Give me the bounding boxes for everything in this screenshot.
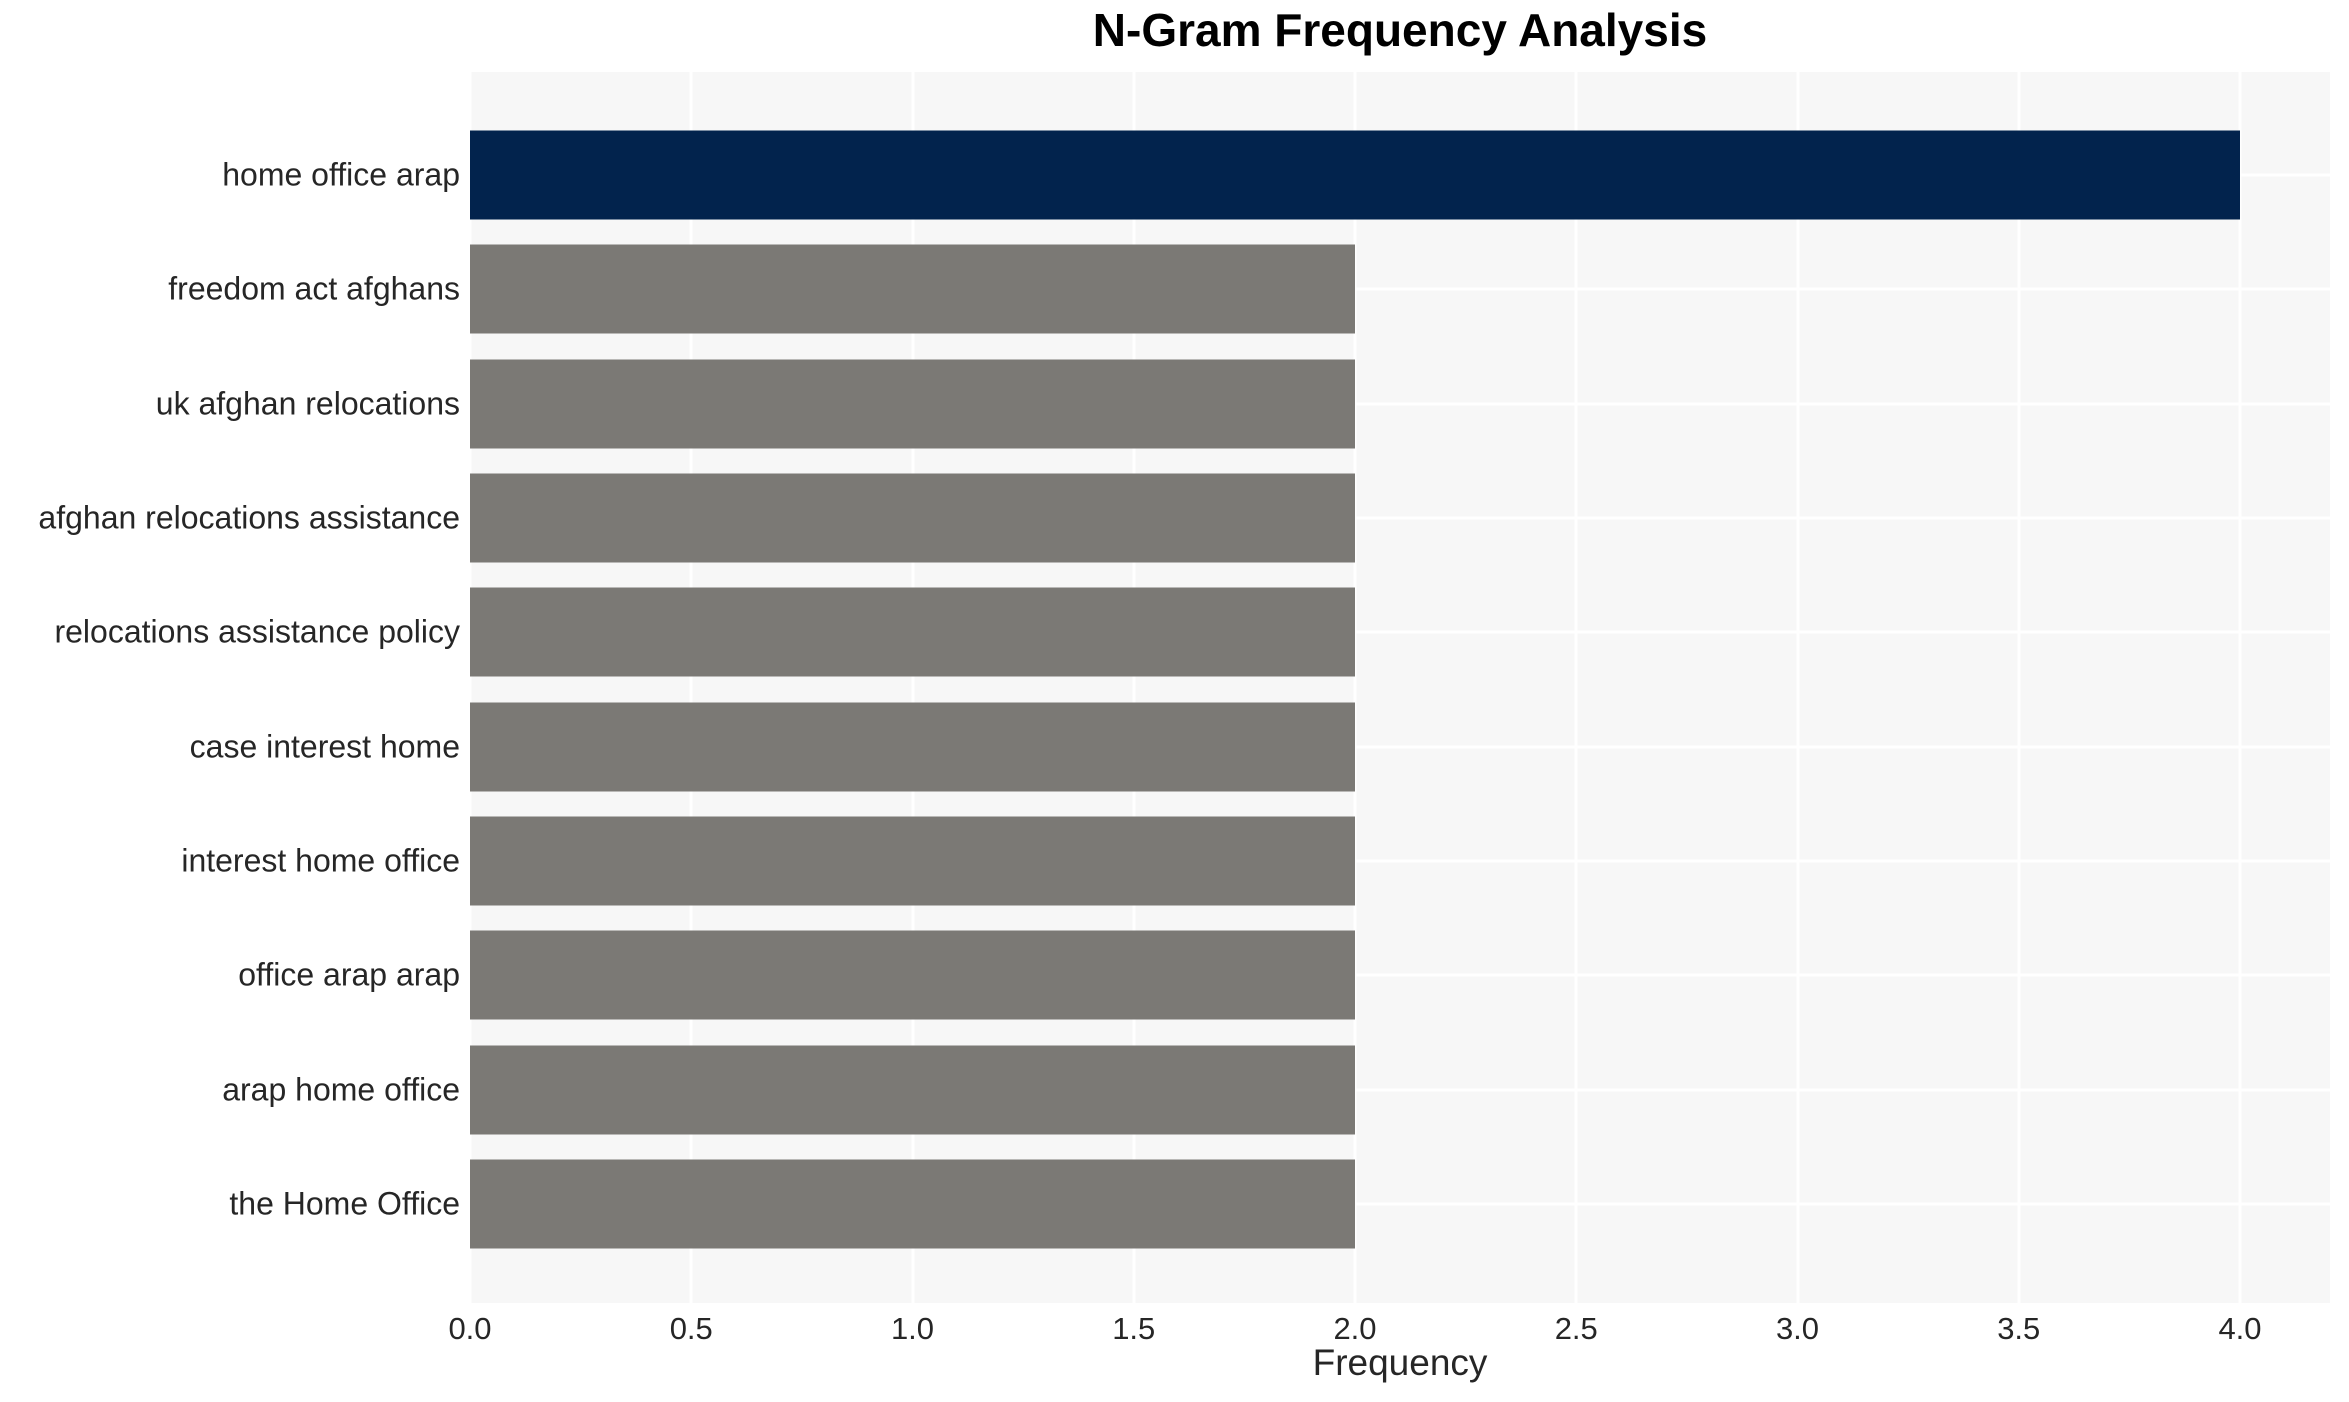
bar-row (470, 1147, 2330, 1261)
plot-area (468, 72, 2330, 1303)
gridline-vertical (468, 72, 472, 1303)
y-tick-label: case interest home (189, 728, 460, 765)
bar-row (470, 689, 2330, 803)
bar-row (470, 118, 2330, 232)
y-tick-label: arap home office (222, 1071, 460, 1108)
bar-row (470, 461, 2330, 575)
bar-row (470, 575, 2330, 689)
gridline-horizontal (470, 516, 2330, 520)
x-tick-label: 2.5 (1554, 1311, 1598, 1346)
gridline-horizontal (470, 745, 2330, 749)
gridline-horizontal (470, 1088, 2330, 1092)
y-tick-label: uk afghan relocations (155, 385, 460, 422)
gridline-horizontal (470, 859, 2330, 863)
gridline-vertical (1353, 72, 1357, 1303)
gridline-horizontal (470, 973, 2330, 977)
y-tick-label: relocations assistance policy (54, 613, 460, 650)
gridline-vertical (911, 72, 914, 1303)
bar-afghan-relocations-assistance (470, 473, 1355, 563)
x-tick-label: 3.5 (1997, 1311, 2041, 1346)
bar-row (470, 232, 2330, 346)
bar-uk-afghan-relocations (470, 359, 1355, 449)
x-tick-label: 0.5 (669, 1311, 713, 1346)
y-tick-label: afghan relocations assistance (38, 499, 460, 536)
gridline-vertical (1796, 72, 1799, 1303)
bar-office-arap-arap (470, 930, 1355, 1020)
gridline-horizontal (470, 287, 2330, 291)
y-tick-label: home office arap (222, 156, 460, 193)
x-axis-title: Frequency (1312, 1342, 1488, 1383)
bar-freedom-act-afghans (470, 244, 1355, 334)
y-tick-label: interest home office (181, 842, 460, 879)
bar-relocations-assistance-policy (470, 587, 1355, 677)
x-tick-label: 1.5 (1112, 1311, 1156, 1346)
bar-arap-home-office (470, 1045, 1355, 1135)
gridline-vertical (2238, 72, 2242, 1303)
gridline-vertical (689, 72, 693, 1303)
bar-case-interest-home (470, 702, 1355, 792)
x-tick-label: 1.0 (890, 1311, 935, 1346)
gridline-vertical (1574, 72, 1578, 1303)
gridline-horizontal (470, 630, 2330, 634)
bar-interest-home-office (470, 816, 1355, 906)
bar-the-home-office (470, 1159, 1355, 1249)
gridline-horizontal (470, 402, 2330, 406)
y-tick-label: the Home Office (229, 1185, 460, 1222)
chart-title: N-Gram Frequency Analysis (1092, 4, 1708, 56)
gridline-horizontal (470, 1202, 2330, 1206)
bar-row (470, 1032, 2330, 1146)
x-tick-label: 3.0 (1775, 1311, 1820, 1346)
x-tick-label: 0.0 (448, 1311, 492, 1346)
bar-row (470, 918, 2330, 1032)
bar-row (470, 347, 2330, 461)
bar-home-office-arap (470, 130, 2240, 220)
vertical-gridlines (468, 72, 2330, 1303)
y-tick-label: freedom act afghans (168, 270, 460, 307)
x-tick-label: 4.0 (2218, 1311, 2262, 1346)
x-tick-label: 2.0 (1333, 1311, 1377, 1346)
gridline-vertical (2017, 72, 2021, 1303)
bars-container (470, 72, 2330, 1303)
gridline-vertical (1132, 72, 1136, 1303)
y-tick-label: office arap arap (238, 956, 460, 993)
bar-row (470, 804, 2330, 918)
